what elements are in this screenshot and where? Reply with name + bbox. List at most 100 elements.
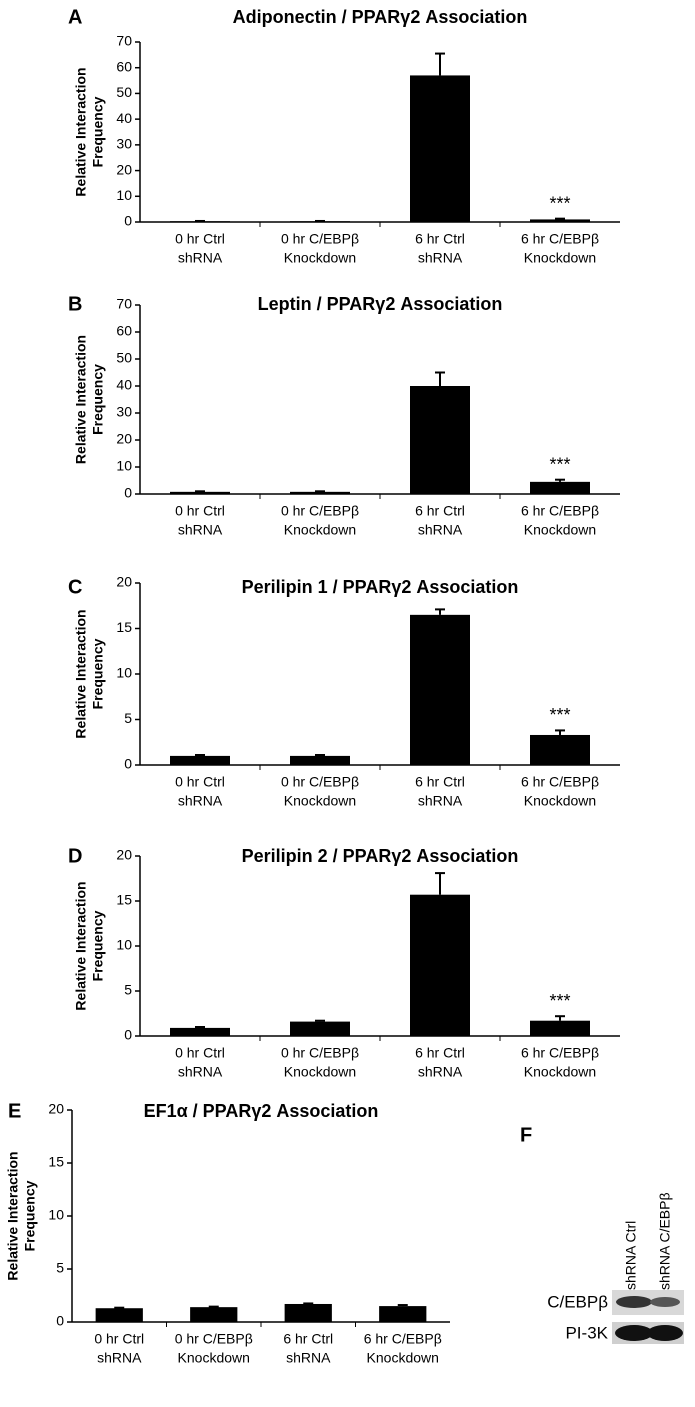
- x-tick-label: 0 hr Ctrl: [175, 231, 225, 247]
- y-tick-label: 0: [56, 1313, 64, 1329]
- x-tick-label: 0 hr Ctrl: [175, 1045, 225, 1061]
- y-tick-label: 0: [124, 213, 132, 229]
- panel-letter: E: [8, 1100, 21, 1122]
- y-tick-label: 20: [116, 574, 132, 590]
- panel-letter: A: [68, 6, 82, 28]
- y-tick-label: 20: [116, 431, 132, 447]
- y-tick-label: 50: [116, 350, 132, 366]
- bar: [530, 219, 590, 222]
- x-tick-label: Knockdown: [284, 250, 356, 266]
- x-tick-label: Knockdown: [524, 1064, 596, 1080]
- x-tick-label: shRNA: [178, 250, 223, 266]
- y-tick-label: 20: [116, 847, 132, 863]
- bar: [530, 1020, 590, 1036]
- row-label: PI-3K: [565, 1323, 608, 1342]
- y-tick-label: 0: [124, 485, 132, 501]
- x-tick-label: 0 hr Ctrl: [94, 1331, 144, 1347]
- y-tick-label: 10: [116, 937, 132, 953]
- x-tick-label: shRNA: [418, 522, 463, 538]
- y-axis-label: Relative Interaction: [5, 1151, 21, 1280]
- x-tick-label: 6 hr C/EBPβ: [521, 1045, 599, 1061]
- y-tick-label: 15: [116, 619, 132, 635]
- y-tick-label: 30: [116, 404, 132, 420]
- bar: [95, 1308, 143, 1322]
- x-tick-label: 0 hr C/EBPβ: [281, 231, 359, 247]
- x-tick-label: 0 hr C/EBPβ: [281, 774, 359, 790]
- lane-label: shRNA C/EBPβ: [657, 1192, 673, 1290]
- y-tick-label: 60: [116, 58, 132, 74]
- x-tick-label: 0 hr C/EBPβ: [281, 503, 359, 519]
- x-tick-label: shRNA: [418, 793, 463, 809]
- x-tick-label: 6 hr C/EBPβ: [521, 231, 599, 247]
- chart-title: Adiponectin / PPARγ2 Association: [233, 7, 528, 27]
- x-tick-label: Knockdown: [524, 522, 596, 538]
- y-axis-label: Frequency: [90, 364, 106, 435]
- panel-letter: D: [68, 845, 82, 867]
- y-tick-label: 30: [116, 136, 132, 152]
- y-tick-label: 0: [124, 1027, 132, 1043]
- significance: ***: [549, 991, 570, 1011]
- y-tick-label: 10: [116, 187, 132, 203]
- x-tick-label: 0 hr Ctrl: [175, 503, 225, 519]
- y-tick-label: 70: [116, 296, 132, 312]
- chart-title: EF1α / PPARγ2 Association: [144, 1101, 379, 1121]
- x-tick-label: Knockdown: [367, 1350, 439, 1366]
- x-tick-label: shRNA: [178, 793, 223, 809]
- bar: [290, 1021, 350, 1036]
- y-tick-label: 5: [124, 710, 132, 726]
- significance: ***: [549, 193, 570, 213]
- panel-letter: C: [68, 576, 82, 598]
- bar: [190, 1307, 238, 1322]
- bar: [290, 491, 350, 494]
- bar: [410, 75, 470, 222]
- y-tick-label: 40: [116, 110, 132, 126]
- x-tick-label: 6 hr Ctrl: [283, 1331, 333, 1347]
- x-tick-label: shRNA: [178, 1064, 223, 1080]
- y-axis-label: Frequency: [90, 638, 106, 709]
- x-tick-label: Knockdown: [284, 522, 356, 538]
- y-tick-label: 0: [124, 756, 132, 772]
- x-tick-label: 6 hr C/EBPβ: [521, 774, 599, 790]
- blot-band: [616, 1296, 652, 1308]
- y-tick-label: 10: [116, 458, 132, 474]
- significance: ***: [549, 705, 570, 725]
- y-axis-label: Relative Interaction: [73, 881, 89, 1010]
- y-axis-label: Frequency: [90, 910, 106, 981]
- bar: [170, 755, 230, 765]
- x-tick-label: Knockdown: [178, 1350, 250, 1366]
- bar: [410, 894, 470, 1036]
- y-tick-label: 5: [124, 982, 132, 998]
- y-axis-label: Relative Interaction: [73, 335, 89, 464]
- y-axis-label: Frequency: [22, 1180, 38, 1251]
- y-axis-label: Frequency: [90, 96, 106, 167]
- y-tick-label: 15: [48, 1154, 64, 1170]
- y-tick-label: 20: [48, 1101, 64, 1117]
- bar: [284, 1303, 332, 1322]
- x-tick-label: Knockdown: [524, 793, 596, 809]
- blot-band: [650, 1297, 680, 1307]
- x-tick-label: 6 hr Ctrl: [415, 774, 465, 790]
- x-tick-label: 6 hr C/EBPβ: [521, 503, 599, 519]
- bar: [530, 734, 590, 765]
- y-tick-label: 70: [116, 33, 132, 49]
- bar: [530, 481, 590, 494]
- bar: [410, 386, 470, 494]
- y-tick-label: 10: [48, 1207, 64, 1223]
- x-tick-label: 6 hr Ctrl: [415, 231, 465, 247]
- significance: ***: [549, 454, 570, 474]
- x-tick-label: Knockdown: [284, 1064, 356, 1080]
- y-tick-label: 50: [116, 84, 132, 100]
- chart-title: Leptin / PPARγ2 Association: [258, 294, 503, 314]
- panel-letter: F: [520, 1124, 532, 1146]
- x-tick-label: shRNA: [178, 522, 223, 538]
- bar: [290, 755, 350, 765]
- lane-label: shRNA Ctrl: [623, 1221, 639, 1290]
- y-axis-label: Relative Interaction: [73, 609, 89, 738]
- x-tick-label: shRNA: [418, 1064, 463, 1080]
- bar: [410, 614, 470, 765]
- x-tick-label: 0 hr C/EBPβ: [281, 1045, 359, 1061]
- y-tick-label: 5: [56, 1260, 64, 1276]
- x-tick-label: 0 hr Ctrl: [175, 774, 225, 790]
- x-tick-label: shRNA: [286, 1350, 331, 1366]
